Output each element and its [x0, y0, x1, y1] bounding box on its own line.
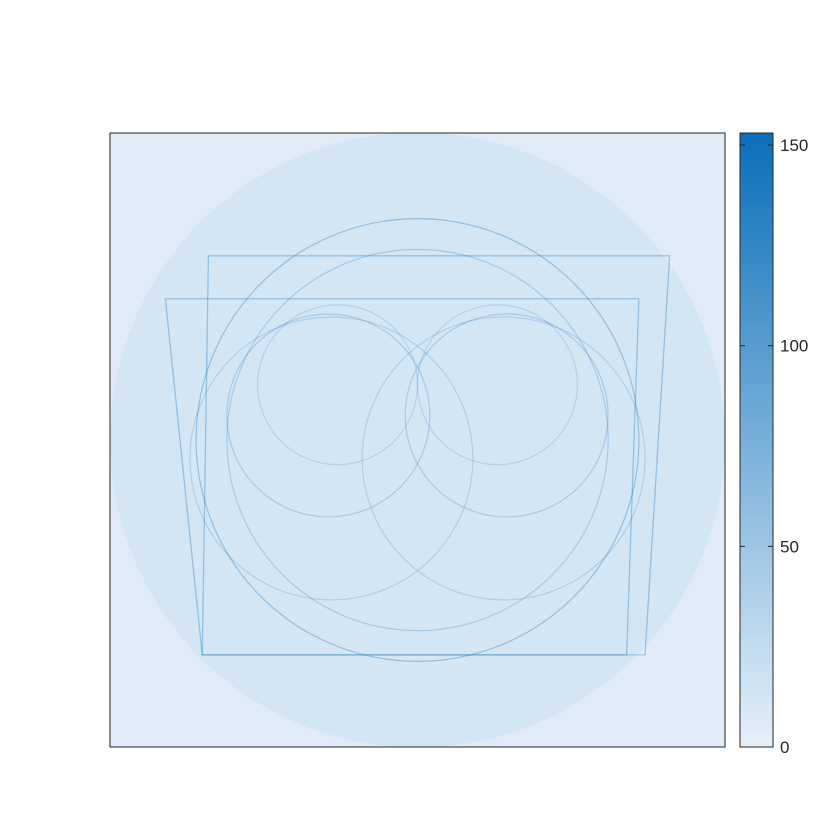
colorbar-tick-label: 0: [780, 738, 789, 757]
colorbar-tick-label: 150: [780, 136, 808, 155]
density-circle-1: [195, 218, 640, 662]
density-square-1: [201, 255, 671, 656]
density-circle-7: [189, 316, 474, 601]
density-circle-2: [226, 248, 609, 632]
density-square-2: [164, 298, 640, 656]
heatmap-background: [110, 133, 725, 747]
density-circle-8: [361, 316, 646, 601]
heatmap-axes: [109, 132, 726, 748]
colorbar-tick-label: 50: [780, 537, 799, 556]
heatmap-frame: [109, 132, 726, 748]
density-circle-5: [256, 304, 419, 466]
density-circle-6: [416, 304, 578, 466]
colorbar: 0 50 100 150: [739, 132, 808, 757]
density-disk: [110, 133, 725, 747]
colorbar-ticks: 0 50 100 150: [740, 136, 808, 757]
heatmap-marks: [110, 133, 725, 747]
colorbar-tick-label: 100: [780, 337, 808, 356]
density-circle-3: [226, 313, 431, 518]
density-circle-4: [404, 313, 609, 518]
colorbar-gradient: [739, 132, 774, 748]
